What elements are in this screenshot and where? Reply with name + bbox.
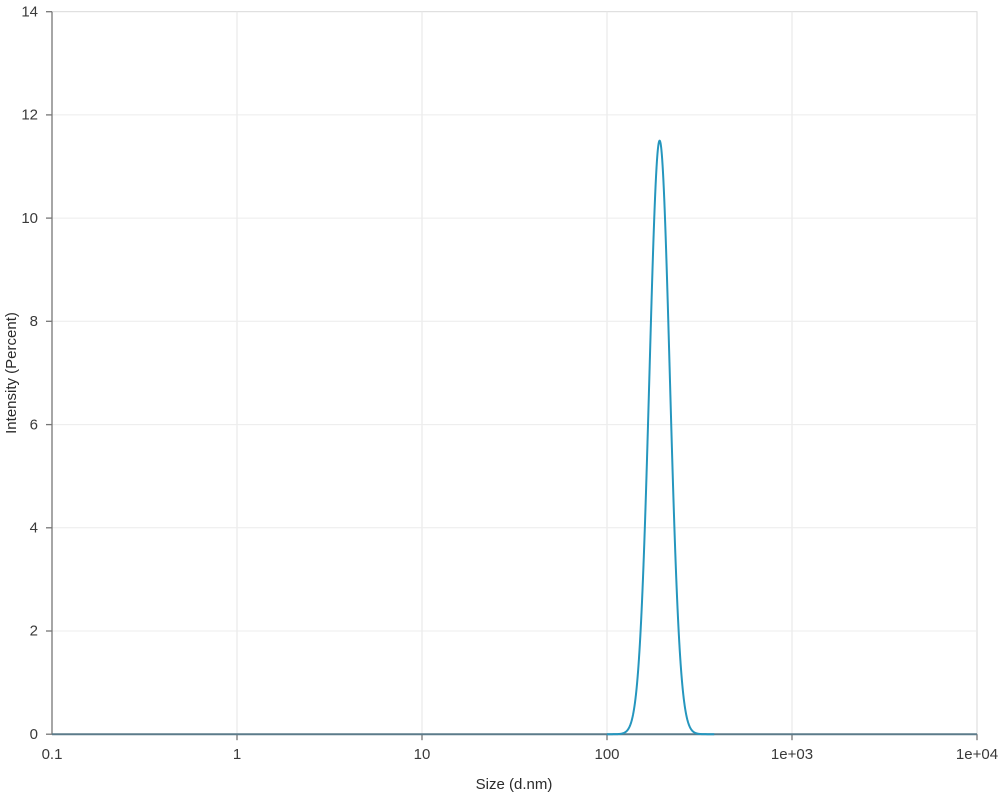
- svg-text:12: 12: [21, 107, 38, 124]
- svg-text:1: 1: [233, 746, 241, 763]
- svg-text:2: 2: [30, 623, 38, 640]
- svg-text:0.1: 0.1: [42, 746, 63, 763]
- svg-text:10: 10: [414, 746, 431, 763]
- svg-text:4: 4: [30, 520, 38, 537]
- svg-text:1e+04: 1e+04: [956, 746, 998, 763]
- svg-text:6: 6: [30, 416, 38, 433]
- svg-text:100: 100: [594, 746, 619, 763]
- svg-text:1e+03: 1e+03: [771, 746, 813, 763]
- svg-text:14: 14: [21, 4, 38, 21]
- svg-text:Intensity (Percent): Intensity (Percent): [3, 312, 20, 434]
- svg-text:10: 10: [21, 210, 38, 227]
- svg-text:8: 8: [30, 313, 38, 330]
- svg-text:0: 0: [30, 726, 38, 743]
- svg-text:Size (d.nm): Size (d.nm): [476, 776, 553, 793]
